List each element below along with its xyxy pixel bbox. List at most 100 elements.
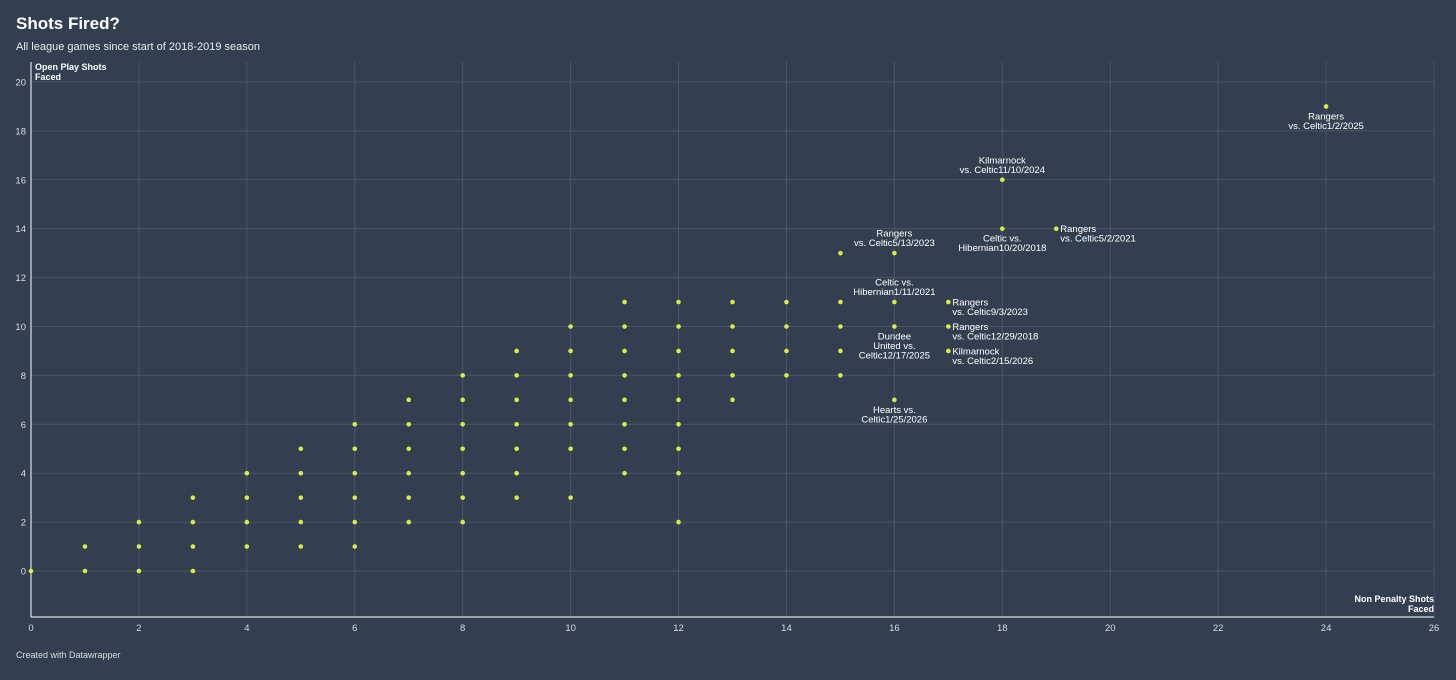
- y-tick-label: 20: [15, 78, 26, 89]
- data-point: [730, 348, 735, 354]
- data-point: [946, 348, 951, 354]
- data-point: [460, 519, 465, 525]
- x-tick-label: 22: [1213, 623, 1224, 634]
- y-tick-label: 12: [15, 273, 26, 284]
- y-tick-label: 18: [15, 126, 26, 137]
- x-tick-label: 24: [1321, 623, 1332, 634]
- data-point: [460, 446, 465, 452]
- data-point: [190, 544, 196, 549]
- x-tick-label: 0: [28, 623, 33, 634]
- data-point: [244, 544, 250, 549]
- y-tick-label: 2: [21, 518, 26, 529]
- y-tick-label: 4: [21, 469, 26, 480]
- data-point: [298, 470, 304, 476]
- data-point: [1000, 177, 1005, 183]
- data-point: [136, 568, 142, 574]
- data-point: [622, 348, 627, 354]
- x-tick-label: 26: [1429, 623, 1440, 634]
- data-point: [568, 348, 573, 354]
- data-point: [460, 495, 465, 500]
- axes: [30, 62, 1434, 618]
- data-point: [352, 422, 358, 427]
- data-point: [190, 568, 196, 574]
- data-point: [298, 495, 304, 500]
- data-point: [460, 397, 465, 403]
- data-point: [892, 397, 897, 403]
- annotation-label: Rangers vs. Celtic12/29/2018: [952, 322, 1038, 343]
- data-point: [514, 446, 519, 452]
- data-point: [82, 544, 88, 549]
- data-point: [514, 373, 519, 378]
- x-axis-title: Non Penalty Shots Faced: [1354, 594, 1434, 614]
- data-point: [622, 324, 627, 329]
- x-tick-label: 2: [136, 623, 141, 634]
- x-tick-label: 12: [673, 623, 684, 634]
- data-points: [28, 104, 1329, 574]
- data-point: [730, 299, 735, 305]
- data-point: [622, 422, 627, 427]
- x-tick-label: 20: [1105, 623, 1116, 634]
- y-tick-label: 0: [21, 567, 26, 578]
- annotation-label: Rangers vs. Celtic5/2/2021: [1060, 224, 1136, 245]
- data-point: [298, 544, 304, 549]
- x-tick-label: 4: [244, 623, 249, 634]
- data-point: [676, 373, 681, 378]
- data-point: [622, 446, 627, 452]
- data-point: [676, 422, 681, 427]
- data-point: [406, 397, 412, 403]
- data-point: [406, 495, 412, 500]
- data-point: [460, 470, 465, 476]
- y-axis-title: Open Play Shots Faced: [35, 62, 107, 82]
- data-point: [82, 568, 88, 574]
- data-point: [514, 470, 519, 476]
- data-point: [298, 446, 304, 452]
- data-point: [730, 373, 735, 378]
- data-point: [730, 397, 735, 403]
- y-tick-label: 14: [15, 224, 26, 235]
- annotations: Rangers vs. Celtic1/2/2025 Kilmarnock vs. C…: [853, 111, 1364, 425]
- data-point: [676, 324, 681, 329]
- x-tick-label: 14: [781, 623, 792, 634]
- data-point: [568, 446, 573, 452]
- data-point: [622, 299, 627, 305]
- grid-lines: [31, 62, 1435, 617]
- data-point: [838, 324, 843, 329]
- data-point: [784, 373, 789, 378]
- data-point: [514, 397, 519, 403]
- data-point: [676, 348, 681, 354]
- data-point: [244, 495, 250, 500]
- data-point: [622, 373, 627, 378]
- data-point: [352, 495, 358, 500]
- data-point: [1053, 226, 1059, 231]
- y-tick-label: 10: [15, 322, 26, 333]
- data-point: [676, 446, 681, 452]
- data-point: [244, 519, 250, 525]
- data-point: [784, 299, 789, 305]
- data-point: [352, 470, 358, 476]
- footer-credit: Created with Datawrapper: [16, 650, 121, 660]
- data-point: [136, 544, 142, 549]
- data-point: [406, 422, 412, 427]
- data-point: [568, 422, 573, 427]
- annotation-label: Rangers vs. Celtic9/3/2023: [952, 298, 1028, 319]
- data-point: [676, 397, 681, 403]
- x-tick-label: 10: [565, 623, 576, 634]
- data-point: [784, 324, 789, 329]
- data-point: [514, 495, 519, 500]
- data-point: [298, 519, 304, 525]
- data-point: [136, 519, 142, 525]
- data-point: [406, 446, 412, 452]
- data-point: [568, 495, 573, 500]
- data-point: [676, 519, 681, 525]
- data-point: [838, 299, 843, 305]
- data-point: [190, 519, 196, 525]
- data-point: [622, 470, 627, 476]
- annotation-label: Celtic vs. Hibernian10/20/2018: [958, 234, 1046, 255]
- data-point: [28, 568, 34, 574]
- annotation-label: Celtic vs. Hibernian1/11/2021: [853, 278, 935, 299]
- data-point: [514, 348, 519, 354]
- data-point: [568, 324, 573, 329]
- data-point: [838, 348, 843, 354]
- data-point: [514, 422, 519, 427]
